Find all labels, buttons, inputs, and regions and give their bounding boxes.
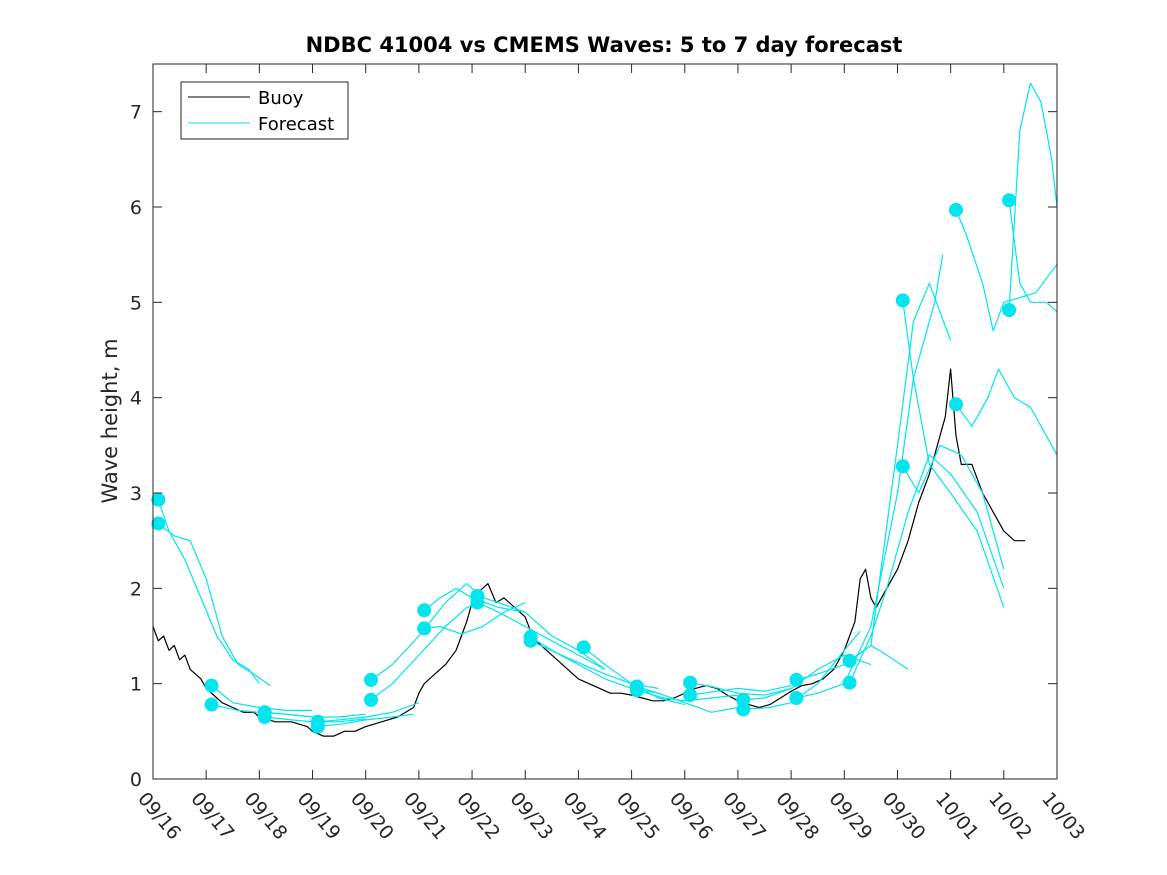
y-tick-label: 1 [130, 674, 142, 696]
x-tick-label: 09/24 [559, 788, 611, 844]
x-tick-label: 09/29 [824, 788, 876, 844]
forecast-start-marker-13 [470, 595, 485, 610]
forecast-series-line-3 [211, 685, 313, 711]
forecast-series-line-31 [955, 368, 1057, 456]
forecast-start-marker-9 [364, 692, 378, 707]
y-axis: 0 1 2 3 4 5 6 7 [130, 102, 1057, 791]
forecast-series-line-30 [955, 209, 1057, 332]
forecast-start-marker-11 [417, 621, 432, 636]
forecast-series-line-29 [902, 444, 1005, 570]
x-tick-label: 09/19 [293, 788, 345, 844]
x-tick-label: 10/01 [931, 788, 983, 844]
forecast-start-marker-16 [576, 640, 591, 655]
x-tick-label: 09/18 [240, 788, 292, 844]
y-tick-label: 3 [130, 483, 142, 505]
x-tick-label: 09/22 [452, 788, 504, 844]
x-tick-label: 09/17 [186, 788, 238, 844]
legend-buoy-label: Buoy [258, 88, 304, 109]
forecast-series-line-11 [423, 587, 526, 613]
x-tick-label: 10/02 [984, 788, 1036, 844]
x-tick-label: 09/21 [399, 788, 451, 844]
x-tick-label: 09/28 [771, 788, 823, 844]
forecast-start-marker-26 [842, 675, 857, 690]
forecast-series-line-20 [689, 682, 792, 696]
forecast-series-line-21 [690, 685, 792, 696]
forecast-series-line-18 [636, 685, 739, 713]
forecast-start-marker-23 [789, 672, 804, 687]
forecast-series-line-32 [1008, 200, 1057, 313]
forecast-series-line-33 [1008, 82, 1057, 311]
forecast-start-marker-31 [1002, 193, 1017, 208]
forecast-start-marker-32 [1002, 303, 1017, 317]
forecast-series-line-23 [743, 630, 861, 710]
forecast-start-marker-15 [523, 633, 538, 648]
y-tick-label: 7 [130, 102, 142, 124]
forecast-series-line-2 [157, 523, 271, 687]
y-axis-label: Wave height, m [98, 338, 122, 503]
forecast-start-marker-8 [364, 672, 378, 687]
forecast-start-marker-18 [629, 683, 644, 698]
forecast-series-line-9 [370, 583, 484, 681]
legend-forecast-label: Forecast [258, 114, 334, 135]
forecast-series-line-28 [902, 300, 1005, 608]
forecast-series-line-24 [796, 282, 952, 681]
y-tick-label: 5 [130, 292, 142, 314]
forecast-series-line-26 [849, 644, 909, 670]
forecast-series-line-25 [796, 254, 944, 699]
legend-box [180, 81, 349, 140]
legend: Buoy Forecast [180, 81, 349, 140]
forecast-start-marker-2 [204, 678, 219, 693]
forecast-start-marker-3 [204, 697, 219, 712]
marker-layer [151, 193, 1017, 734]
forecast-start-marker-29 [949, 202, 963, 217]
x-tick-label: 09/26 [665, 788, 717, 844]
series-layer [153, 82, 1057, 737]
forecast-series-line-7 [317, 702, 420, 723]
y-tick-label: 4 [130, 388, 142, 410]
forecast-start-marker-30 [949, 397, 963, 412]
plot-area [153, 64, 1057, 779]
forecast-series-line-14 [477, 602, 606, 670]
forecast-start-marker-27 [895, 293, 910, 308]
x-tick-label: 09/23 [505, 788, 557, 844]
chart-title: NDBC 41004 vs CMEMS Waves: 5 to 7 day fo… [306, 33, 903, 57]
forecast-start-marker-20 [683, 688, 698, 703]
x-tick-label: 09/27 [718, 788, 770, 844]
forecast-series-line-1 [157, 499, 260, 685]
forecast-start-marker-28 [895, 459, 910, 474]
forecast-series-line-12 [424, 602, 526, 635]
plot-border [152, 63, 1058, 780]
forecast-start-marker-24 [789, 691, 804, 705]
forecast-start-marker-22 [736, 702, 751, 717]
forecast-start-marker-10 [417, 603, 432, 618]
y-tick-label: 0 [130, 769, 142, 791]
y-tick-label: 2 [130, 578, 142, 600]
forecast-series-line-27 [849, 454, 1005, 683]
y-tick-label: 6 [130, 197, 142, 219]
x-tick-label: 09/30 [878, 788, 930, 844]
x-tick-label: 09/25 [612, 788, 664, 844]
x-tick-label: 10/03 [1037, 788, 1089, 844]
forecast-start-marker-5 [257, 710, 272, 724]
forecast-start-marker-0 [151, 492, 166, 507]
x-tick-label: 09/16 [133, 788, 185, 844]
forecast-start-marker-7 [310, 719, 325, 734]
forecast-series-line-19 [636, 689, 738, 702]
forecast-start-marker-25 [842, 653, 857, 668]
forecast-series-line-8 [317, 713, 414, 728]
forecast-series-line-10 [370, 602, 483, 701]
x-tick-label: 09/20 [346, 788, 398, 844]
forecast-series-line-5 [264, 711, 366, 718]
forecast-start-marker-1 [151, 516, 166, 531]
forecast-start-marker-19 [683, 675, 698, 690]
